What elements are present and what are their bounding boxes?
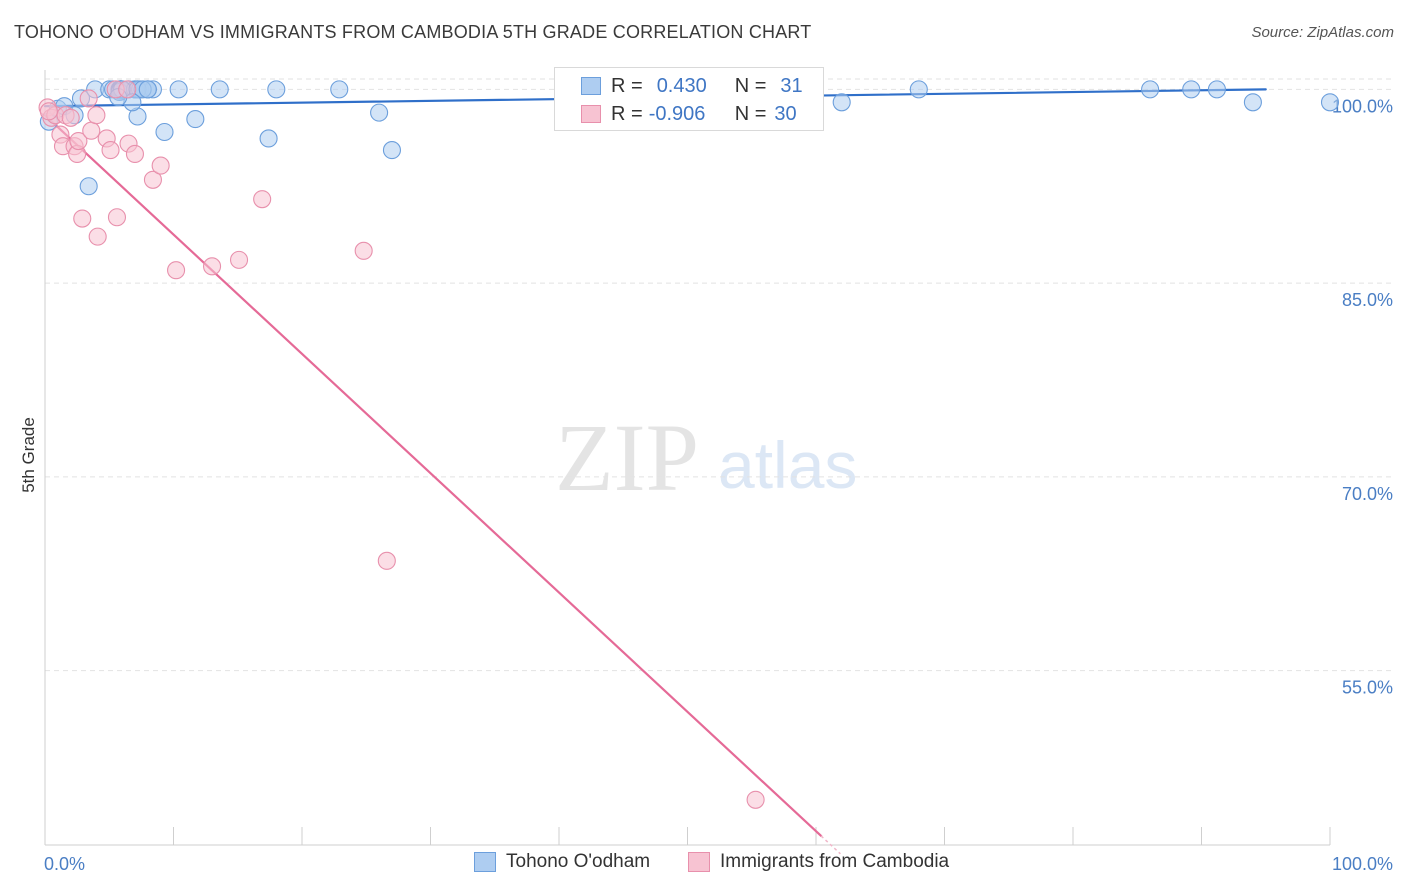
chart-title: TOHONO O'ODHAM VS IMMIGRANTS FROM CAMBOD…	[14, 22, 812, 42]
point-cambodia	[107, 208, 127, 227]
series-legend-tohono[interactable]: Tohono O'odham	[474, 851, 650, 873]
axes	[44, 70, 1331, 846]
legend-n-label: N =	[734, 102, 767, 125]
point-tohono	[155, 122, 174, 142]
series-label-cambodia: Immigrants from Cambodia	[720, 851, 950, 872]
point-tohono	[210, 80, 229, 99]
correlation-legend: R = 0.430 N = 31 R = -0.906 N = 30	[554, 67, 824, 131]
point-tohono	[1320, 93, 1340, 112]
point-cambodia	[151, 156, 170, 175]
point-cambodia	[69, 131, 88, 151]
point-tohono	[382, 141, 402, 160]
point-tohono	[909, 80, 928, 99]
point-tohono	[79, 177, 98, 196]
point-cambodia	[87, 106, 106, 125]
point-cambodia	[203, 257, 222, 276]
series-legend-cambodia[interactable]: Immigrants from Cambodia	[688, 851, 949, 873]
watermark: ZIP atlas	[555, 404, 857, 511]
point-tohono	[1182, 80, 1201, 99]
gridlines	[45, 78, 1395, 672]
series-swatch-cambodia	[688, 852, 710, 872]
point-tohono	[1243, 93, 1262, 112]
point-tohono	[259, 129, 278, 148]
series-legend: Tohono O'odham Immigrants from Cambodia	[0, 851, 1406, 879]
watermark-atlas: atlas	[718, 428, 857, 502]
point-tohono	[169, 80, 188, 99]
legend-r-value: 0.430	[656, 74, 707, 97]
legend-r-value: -0.906	[648, 102, 706, 125]
x-tick-label-max: 100.0%	[1332, 854, 1393, 874]
y-tick-label: 85.0%	[1342, 290, 1393, 310]
legend-r-label: R =	[611, 102, 643, 125]
point-cambodia	[143, 170, 162, 189]
point-cambodia	[88, 227, 107, 246]
y-tick-label: 55.0%	[1342, 678, 1393, 698]
point-tohono	[370, 103, 389, 122]
y-tick-labels: 100.0% 85.0% 70.0% 55.0%	[1332, 96, 1393, 697]
point-cambodia	[39, 102, 58, 121]
point-cambodia	[79, 89, 98, 108]
point-tohono	[186, 110, 205, 129]
x-tick-labels: 0.0% 100.0%	[44, 854, 1393, 874]
watermark-zip: ZIP	[555, 404, 699, 511]
legend-row-tohono: R = 0.430 N = 31	[555, 72, 803, 100]
y-tick-label: 70.0%	[1342, 484, 1393, 504]
point-cambodia	[101, 141, 120, 160]
legend-n-value: 31	[780, 74, 803, 97]
trend-line-cambodia-extension	[820, 835, 841, 855]
point-cambodia	[229, 250, 249, 269]
x-tick-label-min: 0.0%	[44, 854, 85, 874]
point-tohono	[832, 93, 851, 112]
point-cambodia	[82, 121, 101, 140]
point-tohono	[1207, 80, 1226, 99]
legend-n-value: 30	[774, 102, 797, 125]
y-tick-label: 100.0%	[1332, 96, 1393, 116]
series-label-tohono: Tohono O'odham	[506, 851, 651, 872]
series-swatch-tohono	[474, 852, 496, 872]
point-cambodia	[167, 261, 186, 280]
point-tohono	[330, 80, 349, 99]
point-cambodia	[746, 790, 765, 809]
point-cambodia	[253, 190, 272, 209]
point-cambodia	[354, 241, 373, 260]
point-tohono	[267, 80, 286, 99]
legend-row-cambodia: R = -0.906 N = 30	[555, 100, 797, 128]
legend-r-label: R =	[611, 74, 643, 97]
legend-n-label: N =	[734, 74, 767, 97]
point-tohono	[138, 80, 157, 99]
legend-swatch-cambodia	[581, 105, 601, 123]
point-tohono	[1141, 80, 1160, 99]
y-axis-label: 5th Grade	[19, 417, 38, 493]
point-cambodia	[61, 108, 80, 127]
point-cambodia	[73, 209, 92, 228]
point-cambodia	[377, 551, 396, 570]
legend-swatch-tohono	[581, 77, 601, 95]
source-note: Source: ZipAtlas.com	[1251, 24, 1394, 41]
point-cambodia	[118, 80, 137, 99]
trend-line-cambodia	[43, 114, 823, 838]
point-cambodia	[125, 144, 144, 164]
